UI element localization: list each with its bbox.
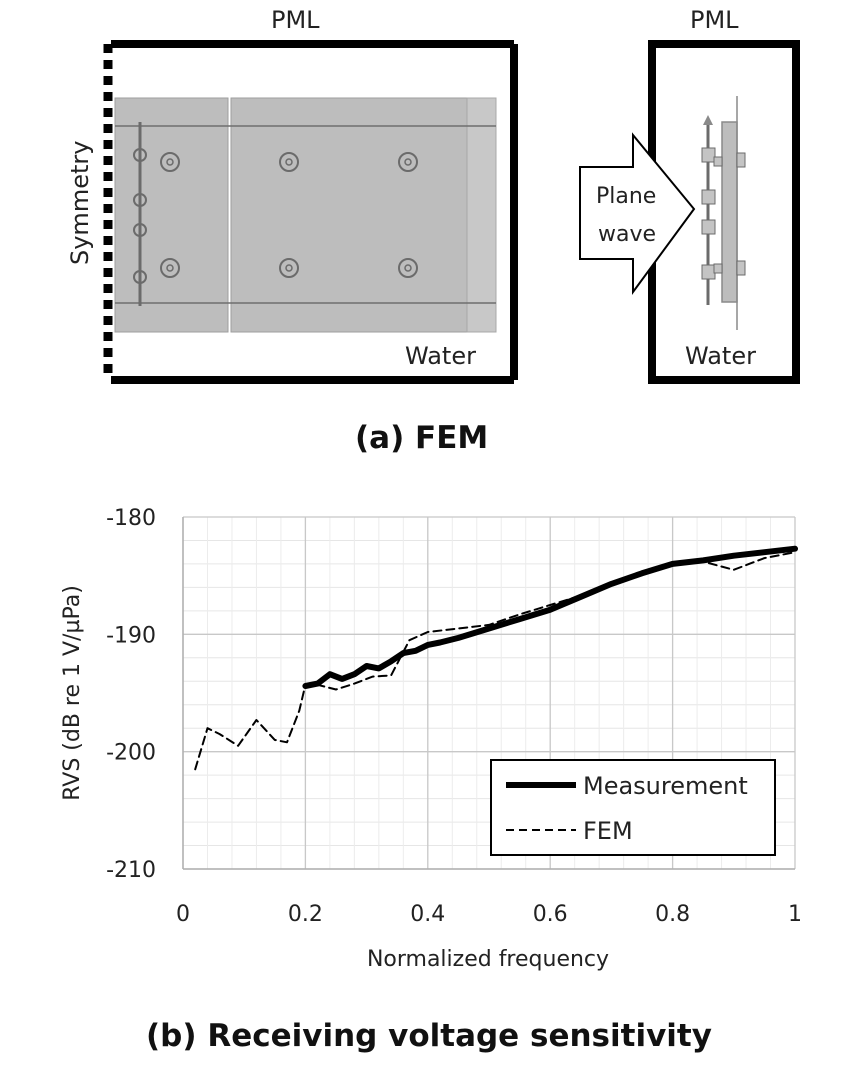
fem-caption: (a) FEM bbox=[355, 420, 489, 456]
legend-label-fem: FEM bbox=[583, 817, 633, 845]
y-axis-title: RVS (dB re 1 V/µPa) bbox=[60, 585, 85, 801]
y-tick-label: -200 bbox=[106, 741, 156, 766]
x-tick-label: 0.6 bbox=[533, 902, 568, 927]
rvs-chart: 0 0.2 0.4 0.6 0.8 1 -180 -190 -200 -210 Normalized… bbox=[60, 506, 802, 972]
symmetry-label: Symmetry bbox=[66, 140, 94, 265]
y-tick-label: -190 bbox=[106, 623, 156, 648]
rvs-caption: (b) Receiving voltage sensitivity bbox=[146, 1018, 712, 1054]
x-tick-label: 0.4 bbox=[410, 902, 445, 927]
series-line-fem bbox=[194, 551, 796, 771]
y-tick-label: -210 bbox=[106, 858, 156, 883]
x-axis-title: Normalized frequency bbox=[367, 947, 609, 972]
right-water-label: Water bbox=[685, 342, 756, 370]
x-tick-label: 0.2 bbox=[288, 902, 323, 927]
bolt-holes bbox=[160, 152, 418, 278]
x-tick-label: 0.8 bbox=[655, 902, 690, 927]
x-tick-label: 1 bbox=[788, 902, 802, 927]
plane-wave-label-line2: wave bbox=[598, 222, 656, 247]
y-tick-label: -180 bbox=[106, 506, 156, 531]
transducer-model-side-view bbox=[701, 96, 746, 330]
legend-label-measurement: Measurement bbox=[583, 772, 748, 800]
left-pml-boundary bbox=[111, 40, 518, 384]
left-pml-label: PML bbox=[271, 6, 320, 34]
legend-box bbox=[490, 759, 776, 856]
right-pml-label: PML bbox=[690, 6, 739, 34]
x-tick-label: 0 bbox=[176, 902, 190, 927]
plane-wave-label-line1: Plane bbox=[596, 184, 656, 209]
left-water-label: Water bbox=[405, 342, 476, 370]
plane-wave-arrow bbox=[579, 132, 696, 296]
transducer-model-top-view bbox=[114, 97, 497, 333]
